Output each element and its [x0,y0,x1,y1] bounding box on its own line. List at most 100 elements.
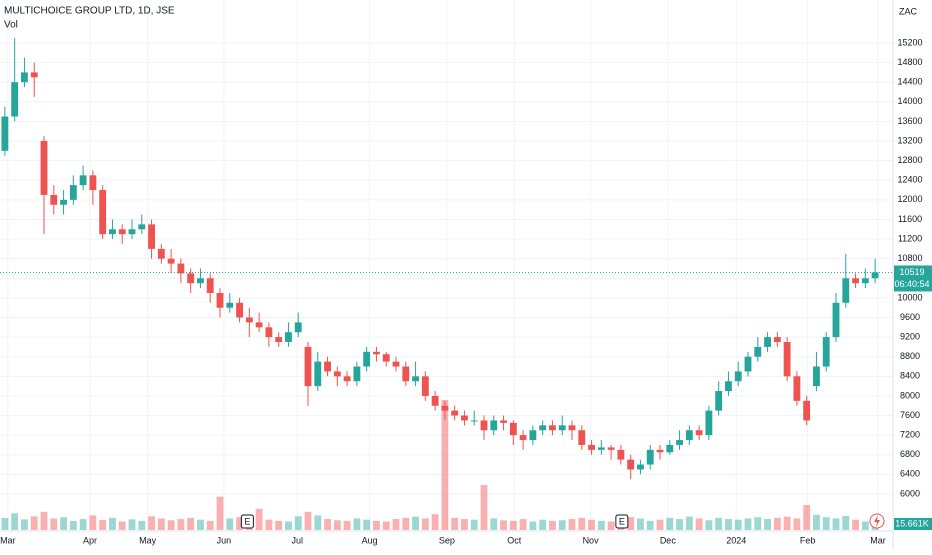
volume-bar [421,518,429,530]
volume-bar [461,519,468,530]
candle-body [89,175,97,191]
volume-bar [725,519,732,530]
candle-body [685,430,693,441]
y-tick-label: 6800 [900,449,920,459]
volume-bar [275,520,283,530]
y-tick-label: 8800 [900,351,920,361]
candle-body [558,425,566,431]
candle-body [177,263,185,274]
candle-body [353,366,361,382]
volume-bar [79,519,87,530]
volume-bar [558,520,566,530]
volume-bar [705,520,713,530]
candle-body [50,194,58,205]
volume-bar [392,519,400,530]
volume-bar [490,518,498,530]
candle-body [725,381,732,392]
candle-body [461,415,468,421]
grid [0,0,893,531]
volume-bar [50,518,58,530]
volume-bar [646,520,654,530]
volume-bar [343,520,351,530]
volume-bar [236,517,243,530]
x-tick-label: Feb [800,535,816,545]
candle-body [509,422,517,436]
volume-bar [373,520,380,530]
candle-body [11,82,19,117]
y-tick-label: 9200 [900,331,920,341]
y-tick-label: 8000 [900,390,920,400]
earnings-marker[interactable]: E [615,514,629,529]
y-tick-label: 14400 [897,77,922,87]
candle-body [529,430,537,441]
x-tick-label: Nov [583,535,600,545]
volume-bar [764,519,771,530]
volume-bar [255,508,263,530]
candle-body [783,342,791,377]
volume-bar [402,517,410,530]
candle-body [60,199,67,205]
lightning-icon[interactable] [869,513,885,529]
candle-body [813,366,820,387]
volume-bar [431,514,439,530]
volume-bar [480,485,488,530]
y-tick-label: 9600 [900,312,920,322]
volume-bar [265,519,273,530]
candle-body [822,337,830,367]
volume-bar [734,519,742,530]
candle-body [343,376,351,382]
x-tick-label: Mar [870,535,886,545]
volume-bar [11,513,19,530]
x-tick-label: Mar [0,535,16,545]
volume-bar [813,514,820,530]
last-volume-label: 15.661K [895,518,929,528]
candle-body [412,376,419,382]
volume-bar [685,516,693,530]
candle-body [861,278,869,284]
volume-bar [637,518,644,530]
volume-bar [187,517,195,530]
y-tick-label: 15200 [897,37,922,47]
earnings-marker[interactable]: E [240,514,254,529]
candle-body [148,224,155,249]
volume-bar [324,519,331,530]
y-tick-label: 13600 [897,116,922,126]
y-tick-label: 6400 [900,469,920,479]
candle-body [607,447,615,450]
candle-body [79,175,87,186]
last-price-label: 10519 [899,267,924,277]
candle-body [40,141,48,195]
volume-bar [294,516,302,530]
y-tick-label: 7600 [900,410,920,420]
volume-bar [353,518,361,530]
volume-bar [157,518,165,530]
x-tick-label: Dec [660,535,677,545]
candle-body [255,322,263,328]
candle-body [69,185,77,200]
volume-bar [148,516,155,530]
volume-bar [441,400,449,530]
plot [1,38,879,530]
x-tick-label: Sep [439,535,455,545]
candle-body [236,302,243,318]
volume-bar [509,520,517,530]
candle-body [206,278,214,293]
volume-bar [60,517,67,530]
volume-bar [177,519,185,530]
volume-bar [167,520,175,530]
y-tick-label: 14800 [897,57,922,67]
candle-body [470,420,478,422]
candle-body [431,395,439,406]
countdown-label: 06:40:54 [894,279,929,289]
candle-body [1,116,9,151]
volume-bar [304,511,312,530]
candle-body [578,430,586,445]
candle-body [157,248,165,259]
candle-body [245,317,253,323]
x-tick-label: Oct [507,535,522,545]
candle-body [803,400,811,421]
volume-bar [451,517,459,530]
volume-bar [138,520,146,530]
